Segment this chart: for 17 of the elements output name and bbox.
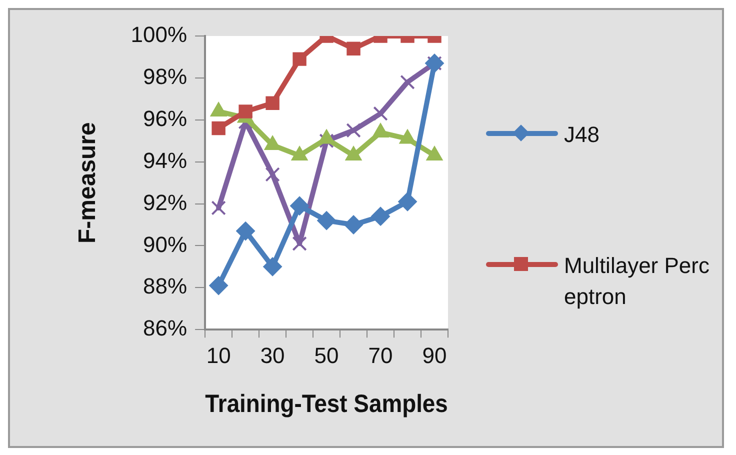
y-tick-label: 98% [143, 64, 188, 90]
y-tick-label: 90% [143, 232, 188, 257]
legend-label: J48 [564, 121, 600, 149]
legend-label: Multilayer Perceptron [564, 252, 710, 311]
x-tick-label: 50 [314, 342, 339, 368]
x-tick-label: 10 [206, 342, 231, 368]
x-axis-title: Training-Test Samples [205, 390, 448, 418]
x-tick-label: 70 [368, 342, 393, 368]
y-tick-label: 100% [130, 22, 188, 48]
x-tick-label: 90 [422, 342, 447, 368]
y-tick-label: 92% [143, 190, 188, 215]
y-tick-label: 96% [143, 106, 188, 131]
y-tick-label: 94% [143, 148, 188, 173]
y-axis-title: F-measure [74, 122, 102, 244]
x-tick-label: 30 [260, 342, 285, 368]
y-tick-label: 88% [143, 274, 188, 299]
y-tick-label: 86% [143, 316, 188, 341]
